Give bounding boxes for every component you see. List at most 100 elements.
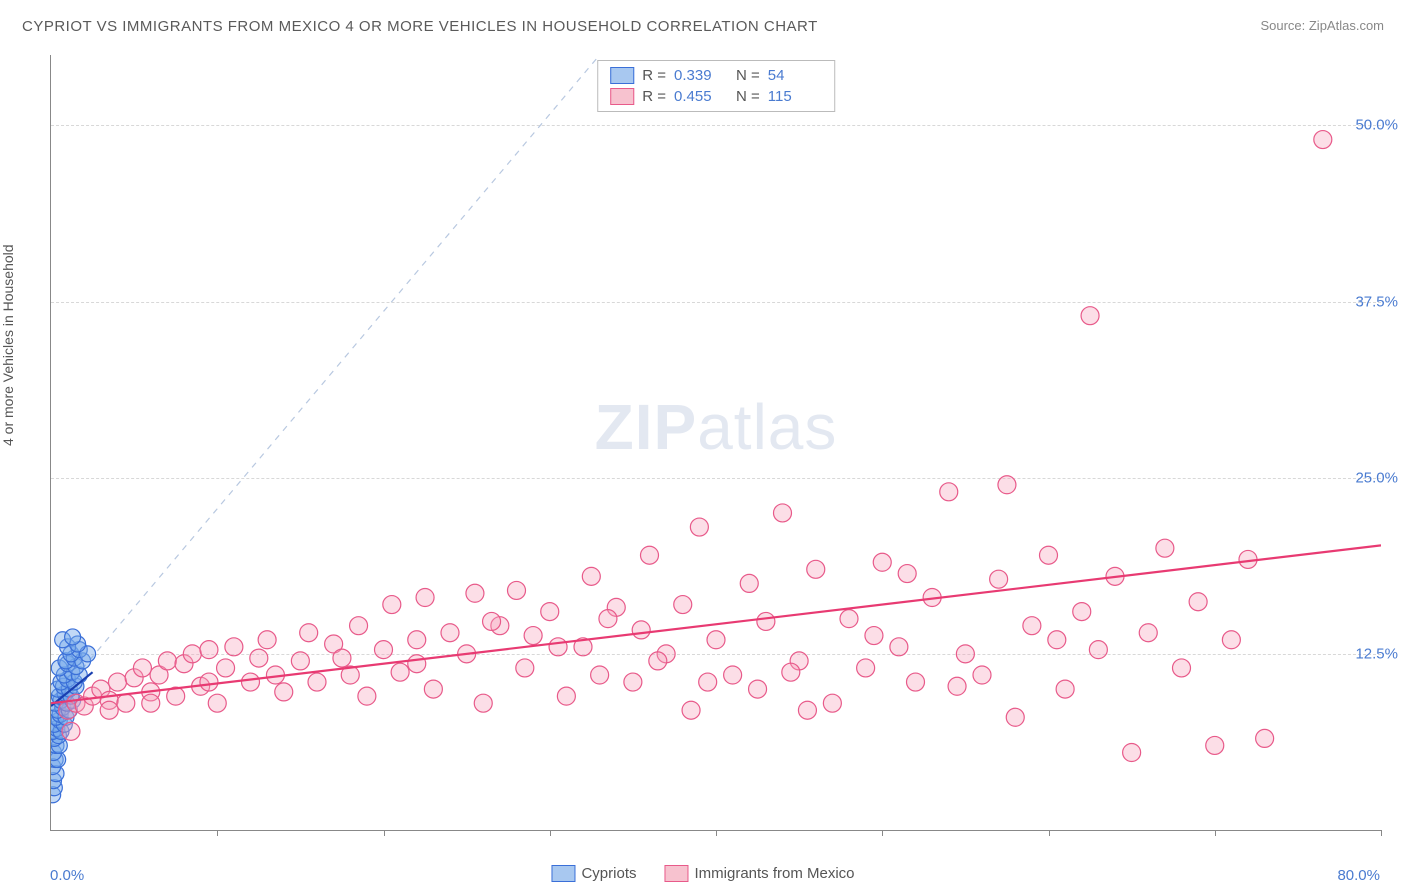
stats-legend: R =0.339N =54R =0.455N =115	[597, 60, 835, 112]
data-point	[375, 641, 393, 659]
r-label: R =	[642, 88, 666, 105]
data-point	[557, 687, 575, 705]
data-point	[1206, 736, 1224, 754]
data-point	[840, 610, 858, 628]
legend-label: Cypriots	[581, 865, 636, 882]
data-point	[383, 596, 401, 614]
x-tick	[716, 830, 717, 836]
data-point	[898, 565, 916, 583]
data-point	[1314, 131, 1332, 149]
data-point	[408, 631, 426, 649]
data-point	[441, 624, 459, 642]
data-point	[100, 701, 118, 719]
data-point	[416, 589, 434, 607]
data-point	[333, 649, 351, 667]
x-axis-min-label: 0.0%	[50, 867, 84, 884]
data-point	[724, 666, 742, 684]
data-point	[65, 629, 81, 645]
data-point	[62, 722, 80, 740]
data-point	[591, 666, 609, 684]
source-attribution: Source: ZipAtlas.com	[1260, 18, 1384, 33]
data-point	[242, 673, 260, 691]
data-point	[749, 680, 767, 698]
data-point	[1256, 729, 1274, 747]
data-point	[890, 638, 908, 656]
swatch-icon	[610, 88, 634, 105]
data-point	[300, 624, 318, 642]
data-point	[599, 610, 617, 628]
data-point	[956, 645, 974, 663]
n-value: 115	[768, 88, 822, 105]
data-point	[1156, 539, 1174, 557]
data-point	[225, 638, 243, 656]
data-point	[740, 574, 758, 592]
data-point	[1073, 603, 1091, 621]
x-tick	[217, 830, 218, 836]
data-point	[798, 701, 816, 719]
legend-label: Immigrants from Mexico	[694, 865, 854, 882]
data-point	[632, 621, 650, 639]
x-tick	[1381, 830, 1382, 836]
stats-legend-row: R =0.455N =115	[610, 86, 822, 107]
data-point	[200, 673, 218, 691]
data-point	[873, 553, 891, 571]
swatch-icon	[610, 67, 634, 84]
swatch-icon	[664, 865, 688, 882]
data-point	[690, 518, 708, 536]
data-point	[142, 694, 160, 712]
data-point	[973, 666, 991, 684]
data-point	[857, 659, 875, 677]
chart-title: CYPRIOT VS IMMIGRANTS FROM MEXICO 4 OR M…	[22, 18, 818, 35]
data-point	[350, 617, 368, 635]
swatch-icon	[551, 865, 575, 882]
r-label: R =	[642, 67, 666, 84]
plot-frame: ZIPatlas R =0.339N =54R =0.455N =115	[50, 55, 1381, 831]
data-point	[649, 652, 667, 670]
data-point	[682, 701, 700, 719]
data-point	[524, 627, 542, 645]
series-legend: Cypriots Immigrants from Mexico	[551, 865, 854, 882]
stats-legend-row: R =0.339N =54	[610, 65, 822, 86]
data-point	[200, 641, 218, 659]
data-point	[823, 694, 841, 712]
x-axis-max-label: 80.0%	[1337, 867, 1380, 884]
data-point	[258, 631, 276, 649]
data-point	[774, 504, 792, 522]
data-point	[1006, 708, 1024, 726]
data-point	[466, 584, 484, 602]
n-label: N =	[736, 67, 760, 84]
data-point	[1089, 641, 1107, 659]
data-point	[308, 673, 326, 691]
n-label: N =	[736, 88, 760, 105]
data-point	[250, 649, 268, 667]
data-point	[757, 612, 775, 630]
data-point	[217, 659, 235, 677]
data-point	[674, 596, 692, 614]
data-point	[516, 659, 534, 677]
data-point	[117, 694, 135, 712]
data-point	[1056, 680, 1074, 698]
data-point	[291, 652, 309, 670]
data-point	[208, 694, 226, 712]
legend-item: Immigrants from Mexico	[664, 865, 854, 882]
data-point	[549, 638, 567, 656]
data-point	[1048, 631, 1066, 649]
data-point	[948, 677, 966, 695]
data-point	[1173, 659, 1191, 677]
data-point	[474, 694, 492, 712]
x-tick	[550, 830, 551, 836]
data-point	[582, 567, 600, 585]
data-point	[109, 673, 127, 691]
n-value: 54	[768, 67, 822, 84]
data-point	[391, 663, 409, 681]
data-point	[807, 560, 825, 578]
data-point	[998, 476, 1016, 494]
data-point	[641, 546, 659, 564]
data-point	[358, 687, 376, 705]
x-tick	[882, 830, 883, 836]
data-point	[408, 655, 426, 673]
scatter-svg	[51, 55, 1381, 830]
data-point	[707, 631, 725, 649]
data-point	[483, 612, 501, 630]
data-point	[990, 570, 1008, 588]
